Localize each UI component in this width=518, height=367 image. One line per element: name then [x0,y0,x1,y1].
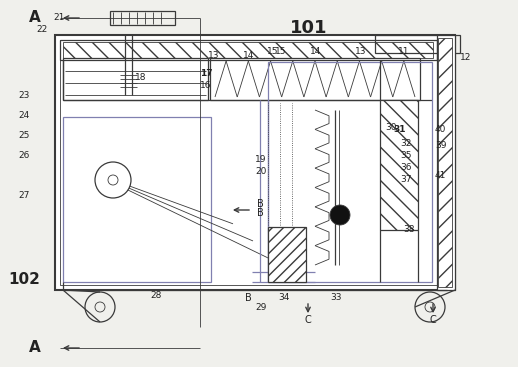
Text: 26: 26 [19,150,30,160]
Text: 12: 12 [460,54,471,62]
Text: 37: 37 [400,174,411,184]
Text: 17: 17 [200,69,212,77]
Bar [110,11,175,25]
Text: A: A [29,341,41,356]
Text: 30: 30 [385,123,396,131]
Text: 15: 15 [275,47,286,57]
Bar [60,40,450,285]
Text: 31: 31 [393,126,406,134]
Text: 28: 28 [150,291,162,299]
Bar [438,38,452,287]
Text: 13: 13 [208,51,220,59]
Text: 38: 38 [403,225,414,235]
Text: 14: 14 [243,51,254,59]
Text: C: C [305,315,311,325]
Bar [380,100,418,230]
Text: 24: 24 [19,110,30,120]
Text: A: A [29,11,41,25]
Text: 15: 15 [267,47,279,57]
Bar [375,35,460,53]
Circle shape [330,205,350,225]
Bar [210,58,420,100]
Text: 20: 20 [255,167,266,177]
Text: 32: 32 [400,138,411,148]
Text: 41: 41 [435,171,447,179]
Text: 22: 22 [36,25,47,34]
Bar [63,42,433,58]
Text: 36: 36 [400,163,411,171]
Text: 27: 27 [19,190,30,200]
Text: 101: 101 [290,19,327,37]
Bar [55,35,455,290]
Text: 102: 102 [8,273,40,287]
Text: 21: 21 [53,12,64,22]
Text: 19: 19 [255,156,266,164]
Text: 14: 14 [310,47,321,57]
Text: B: B [257,208,264,218]
Text: 16: 16 [200,80,211,90]
Text: B: B [257,199,264,209]
Text: 18: 18 [135,73,147,81]
Text: 23: 23 [19,91,30,99]
Bar [63,117,211,282]
Bar [268,227,306,282]
Text: 13: 13 [355,47,367,57]
Text: 35: 35 [400,150,411,160]
Text: 40: 40 [435,126,447,134]
Text: 39: 39 [435,141,447,149]
Text: 29: 29 [255,304,266,312]
Text: 11: 11 [398,47,410,57]
Bar [60,40,437,60]
Bar [437,35,455,290]
Text: 34: 34 [278,294,290,302]
Bar [63,58,208,100]
Text: 25: 25 [19,131,30,139]
Bar [268,62,432,282]
Text: C: C [429,315,436,325]
Text: B: B [245,293,252,303]
Text: 33: 33 [330,294,341,302]
